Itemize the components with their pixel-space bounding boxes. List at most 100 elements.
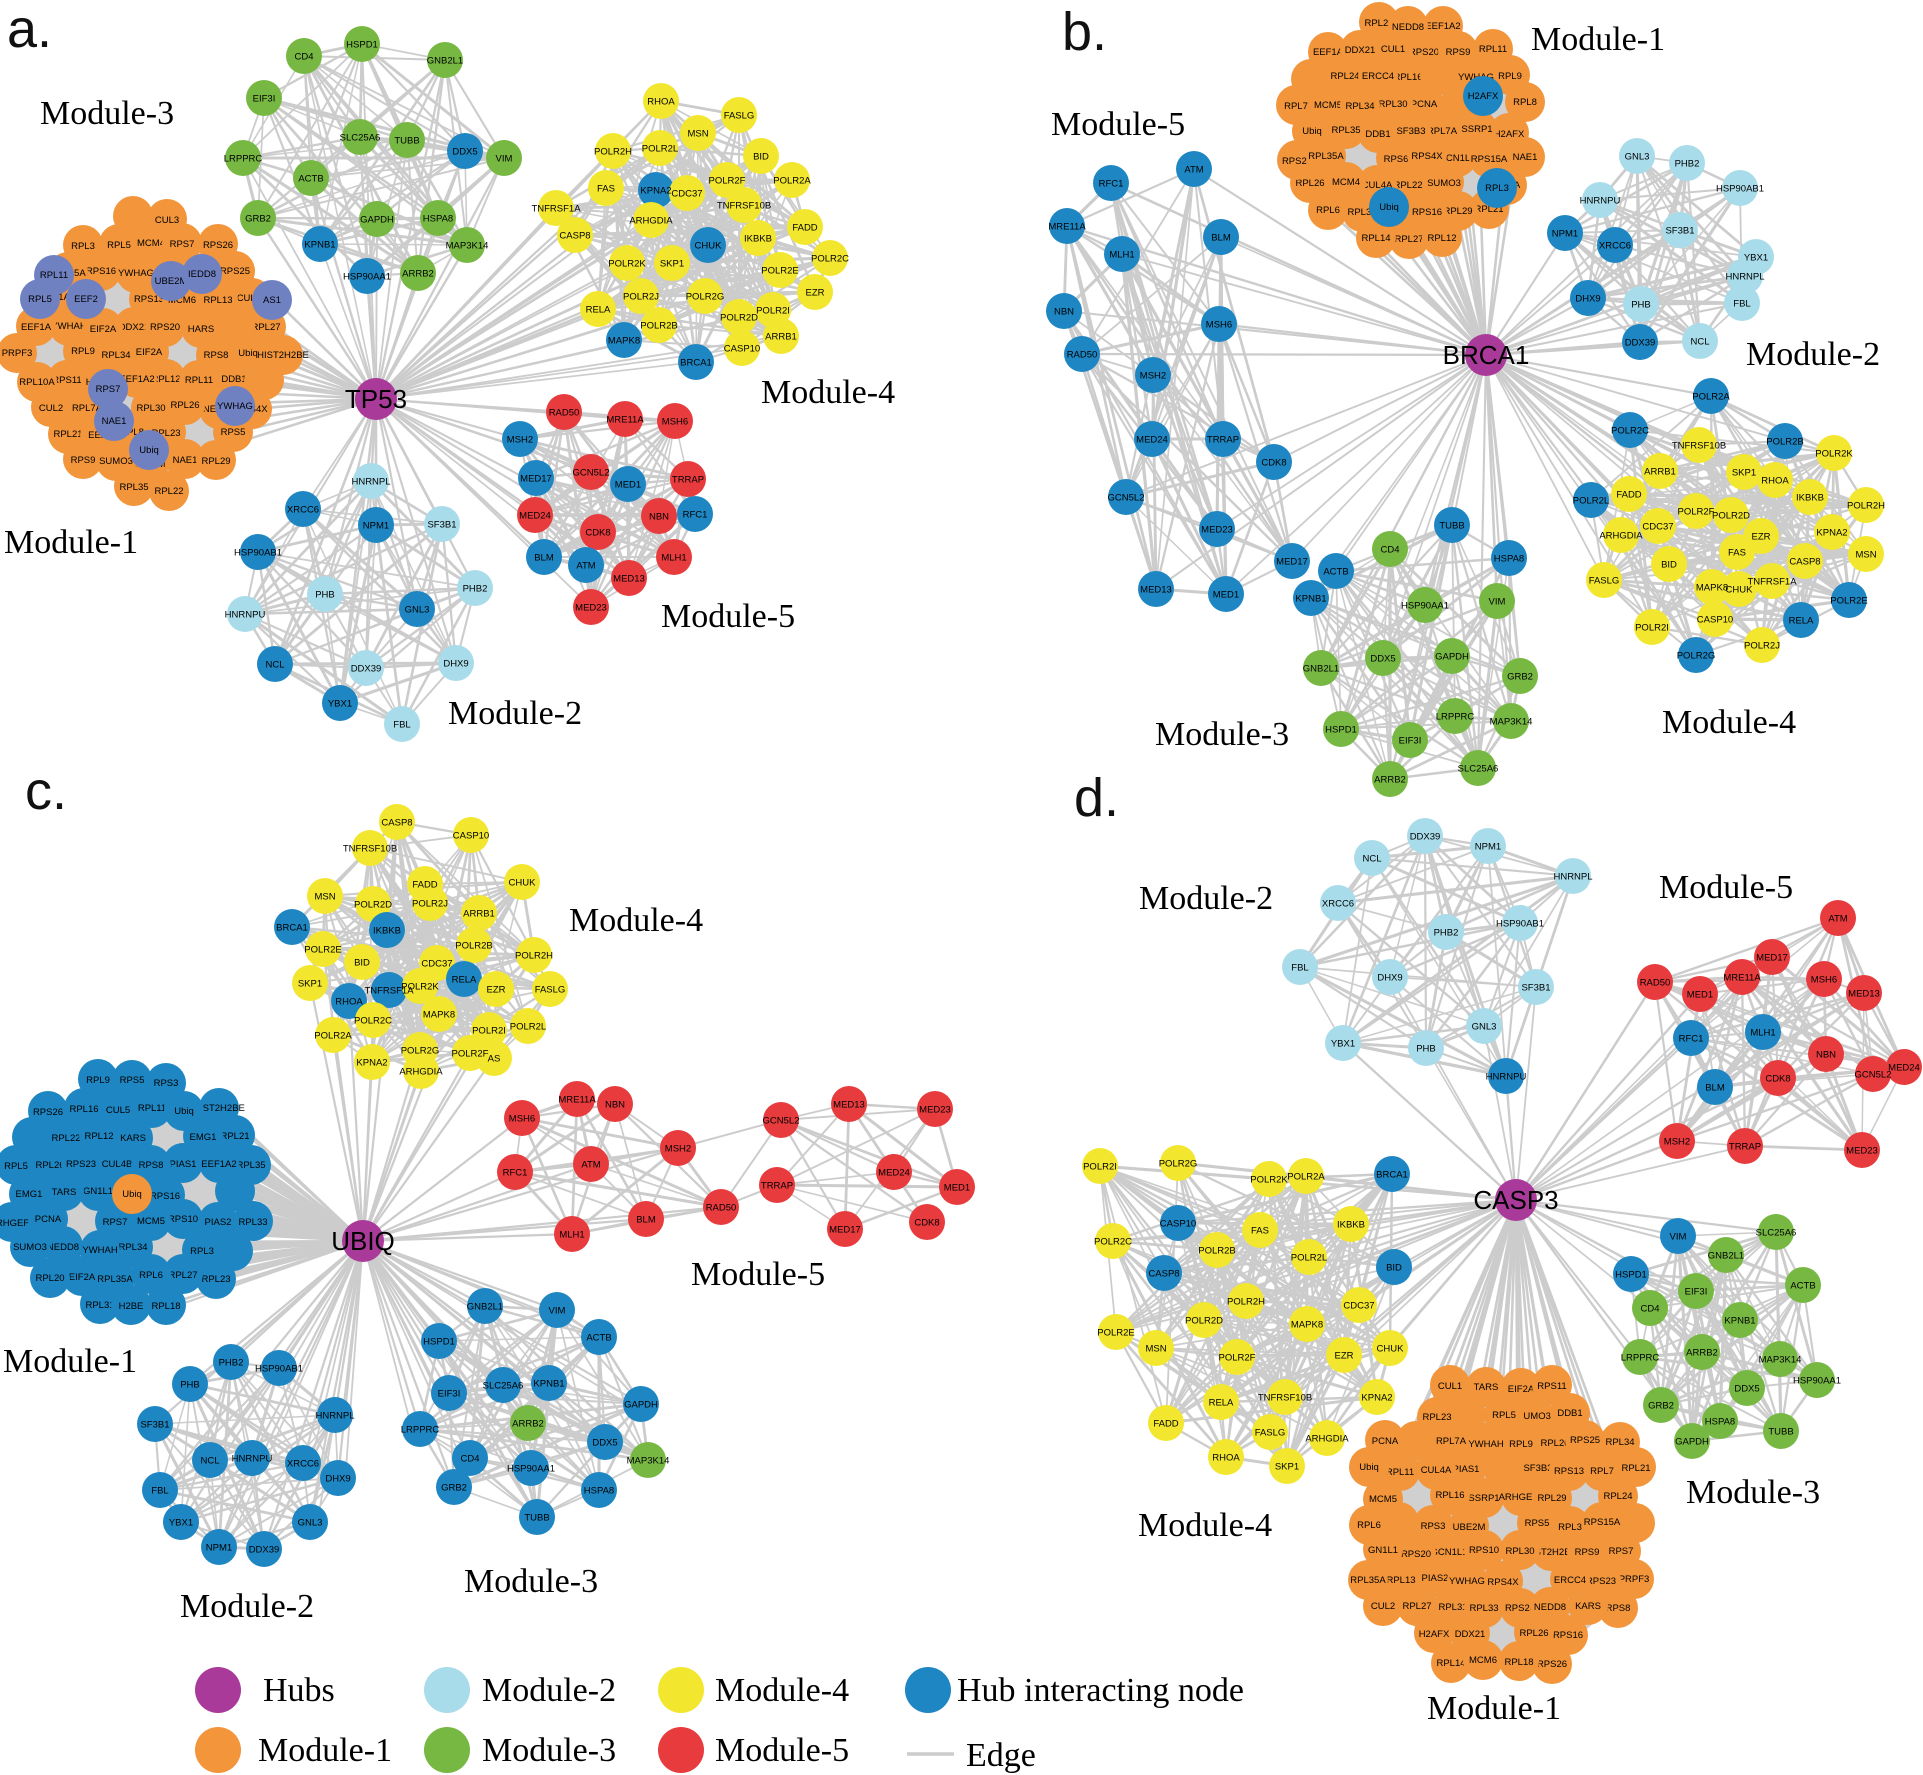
svg-text:GCN5L2: GCN5L2 xyxy=(1108,492,1145,503)
svg-text:NBN: NBN xyxy=(649,511,669,522)
svg-text:EIF2A: EIF2A xyxy=(90,324,117,335)
svg-text:GCN1L1: GCN1L1 xyxy=(1431,1547,1468,1558)
svg-text:RPL5: RPL5 xyxy=(107,240,131,251)
svg-text:Module-1: Module-1 xyxy=(3,1343,137,1380)
svg-text:SKP1: SKP1 xyxy=(1732,467,1756,478)
svg-text:RAD50: RAD50 xyxy=(706,1202,737,1213)
svg-text:POLR2G: POLR2G xyxy=(686,291,725,302)
svg-text:RPL9: RPL9 xyxy=(86,1075,110,1086)
svg-text:GNB2L1: GNB2L1 xyxy=(467,1301,503,1312)
svg-text:MLH1: MLH1 xyxy=(661,552,686,563)
svg-text:GNL3: GNL3 xyxy=(405,604,430,615)
svg-text:CUL4A: CUL4A xyxy=(1362,180,1393,191)
svg-text:ACTB: ACTB xyxy=(298,173,323,184)
svg-text:HNRNPU: HNRNPU xyxy=(225,609,266,620)
svg-text:EZR: EZR xyxy=(1752,531,1771,542)
svg-text:IKBKB: IKBKB xyxy=(1337,1219,1365,1230)
svg-text:NPM1: NPM1 xyxy=(1552,228,1578,239)
svg-text:ACTB: ACTB xyxy=(1790,1280,1815,1291)
svg-text:ARRB1: ARRB1 xyxy=(765,331,797,342)
svg-text:TUBB: TUBB xyxy=(394,135,419,146)
svg-text:EEF2: EEF2 xyxy=(74,294,98,305)
svg-text:PHB: PHB xyxy=(1416,1043,1436,1054)
svg-text:SLC25A6: SLC25A6 xyxy=(1458,763,1499,774)
svg-text:POLR2B: POLR2B xyxy=(1198,1245,1236,1256)
svg-text:H2AFX: H2AFX xyxy=(1468,91,1499,102)
svg-text:DDX39: DDX39 xyxy=(249,1544,280,1555)
svg-text:MLH1: MLH1 xyxy=(1109,249,1134,260)
svg-text:RPL8: RPL8 xyxy=(1513,97,1537,108)
svg-text:NPM1: NPM1 xyxy=(206,1542,232,1553)
svg-text:POLR2H: POLR2H xyxy=(515,950,553,961)
svg-text:POLR2G: POLR2G xyxy=(1677,650,1716,661)
svg-text:CD4: CD4 xyxy=(460,1453,479,1464)
svg-text:MSN: MSN xyxy=(1145,1343,1166,1354)
svg-text:MSH2: MSH2 xyxy=(1664,1136,1690,1147)
svg-text:CASP8: CASP8 xyxy=(381,817,412,828)
svg-text:RPS24: RPS24 xyxy=(1505,1603,1535,1614)
svg-text:H2BE: H2BE xyxy=(119,1301,144,1312)
svg-text:DDB1: DDB1 xyxy=(1365,129,1390,140)
svg-text:PHB: PHB xyxy=(180,1379,200,1390)
svg-text:POLR2G: POLR2G xyxy=(401,1045,440,1056)
svg-text:POLR2E: POLR2E xyxy=(304,944,342,955)
svg-text:POLR2D: POLR2D xyxy=(1185,1315,1223,1326)
svg-text:RPL34: RPL34 xyxy=(1345,101,1374,112)
svg-text:CASP10: CASP10 xyxy=(453,830,489,841)
svg-text:CASP8: CASP8 xyxy=(1148,1268,1179,1279)
svg-text:PHB2: PHB2 xyxy=(1434,927,1459,938)
svg-text:MAPK8: MAPK8 xyxy=(423,1009,455,1020)
svg-text:CUL4A: CUL4A xyxy=(1421,1465,1452,1476)
svg-text:RPL20: RPL20 xyxy=(1364,18,1393,29)
svg-text:SUMO3: SUMO3 xyxy=(1427,178,1461,189)
svg-text:POLR2C: POLR2C xyxy=(1094,1236,1132,1247)
svg-text:ARRB1: ARRB1 xyxy=(1644,466,1676,477)
svg-text:MED13: MED13 xyxy=(1848,988,1880,999)
svg-text:SKP1: SKP1 xyxy=(298,978,322,989)
svg-text:Module-4: Module-4 xyxy=(761,374,895,411)
svg-text:RFC1: RFC1 xyxy=(503,1167,528,1178)
svg-text:RPS15A: RPS15A xyxy=(1584,1517,1621,1528)
svg-text:SKP1: SKP1 xyxy=(660,258,684,269)
svg-text:ARHGEF4: ARHGEF4 xyxy=(1499,1492,1544,1503)
svg-text:BLM: BLM xyxy=(534,552,554,563)
svg-text:Hub interacting node: Hub interacting node xyxy=(957,1672,1244,1709)
svg-text:NBN: NBN xyxy=(1054,306,1074,317)
svg-text:MCM5: MCM5 xyxy=(1369,1494,1397,1505)
svg-text:RPS16: RPS16 xyxy=(86,266,116,277)
svg-text:RPS11: RPS11 xyxy=(1537,1381,1566,1392)
svg-text:Ubiq: Ubiq xyxy=(122,1189,142,1200)
svg-text:POLR2I: POLR2I xyxy=(472,1025,506,1036)
svg-text:RPL14: RPL14 xyxy=(1436,1658,1465,1669)
svg-text:MED23: MED23 xyxy=(1846,1145,1878,1156)
svg-text:MAPK8: MAPK8 xyxy=(608,335,640,346)
svg-text:GRB2: GRB2 xyxy=(1648,1400,1674,1411)
svg-text:ARHGDIA: ARHGDIA xyxy=(399,1066,443,1077)
svg-text:POLR2H: POLR2H xyxy=(1227,1296,1265,1307)
svg-text:FASLG: FASLG xyxy=(1255,1427,1286,1438)
svg-text:RPL7A: RPL7A xyxy=(72,403,103,414)
svg-text:MRE11A: MRE11A xyxy=(606,414,644,425)
svg-text:RPL27: RPL27 xyxy=(1394,234,1423,245)
svg-text:RPS7: RPS7 xyxy=(103,1217,128,1228)
svg-text:RPL35: RPL35 xyxy=(236,1160,265,1171)
svg-text:RPS5: RPS5 xyxy=(1525,1518,1550,1529)
svg-text:Module-2: Module-2 xyxy=(482,1672,616,1709)
svg-text:RPL18: RPL18 xyxy=(1504,1657,1533,1668)
svg-text:FADD: FADD xyxy=(1616,489,1641,500)
svg-text:HNRNPL: HNRNPL xyxy=(315,1410,354,1421)
svg-text:Module-3: Module-3 xyxy=(40,95,174,132)
svg-text:ATM: ATM xyxy=(581,1159,600,1170)
svg-text:DDX21: DDX21 xyxy=(1455,1629,1486,1640)
svg-text:Module-2: Module-2 xyxy=(1139,880,1273,917)
svg-text:POLR2A: POLR2A xyxy=(1287,1171,1325,1182)
svg-text:ARRB2: ARRB2 xyxy=(512,1418,544,1429)
svg-text:HSP90AB1: HSP90AB1 xyxy=(1496,918,1544,929)
svg-text:RAD50: RAD50 xyxy=(1640,977,1671,988)
svg-text:HSP90AB1: HSP90AB1 xyxy=(234,547,282,558)
svg-text:RPL11: RPL11 xyxy=(185,375,213,386)
svg-text:MED13: MED13 xyxy=(833,1099,865,1110)
svg-text:RPS4X: RPS4X xyxy=(1411,151,1443,162)
svg-text:KPNA2: KPNA2 xyxy=(640,185,671,196)
svg-text:RFC1: RFC1 xyxy=(1099,178,1124,189)
